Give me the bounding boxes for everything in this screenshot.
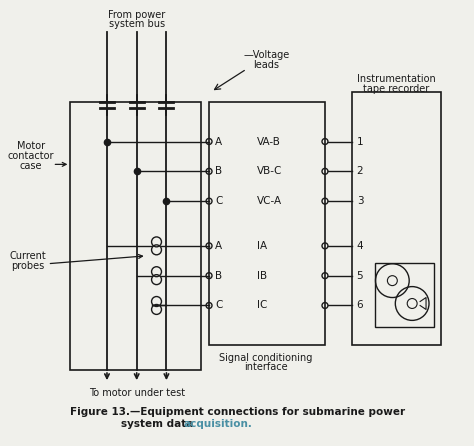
Text: 6: 6 [356, 301, 363, 310]
Text: 5: 5 [356, 271, 363, 281]
Text: 2: 2 [356, 166, 363, 176]
Text: 1: 1 [356, 136, 363, 146]
Text: B: B [215, 166, 222, 176]
Text: probes: probes [11, 261, 45, 271]
Bar [70, 102, 201, 370]
Text: interface: interface [244, 362, 287, 372]
Text: system data: system data [121, 419, 197, 429]
Bar [374, 263, 434, 327]
Bar [352, 92, 441, 345]
Text: B: B [215, 271, 222, 281]
Text: IA: IA [256, 241, 267, 251]
Text: Current: Current [9, 251, 46, 261]
Text: 3: 3 [356, 196, 363, 206]
Text: From power: From power [108, 10, 165, 21]
Text: tape recorder: tape recorder [363, 84, 429, 94]
Text: A: A [215, 136, 222, 146]
Text: Motor: Motor [17, 141, 45, 152]
Text: contactor: contactor [8, 151, 54, 161]
Text: IB: IB [256, 271, 267, 281]
Text: Signal conditioning: Signal conditioning [219, 353, 312, 363]
Text: —Voltage: —Voltage [244, 50, 290, 60]
Text: IC: IC [256, 301, 267, 310]
Text: case: case [19, 161, 42, 171]
Text: system bus: system bus [109, 19, 165, 29]
Text: A: A [215, 241, 222, 251]
Text: leads: leads [253, 60, 279, 70]
Text: acquisition.: acquisition. [183, 419, 252, 429]
Text: To motor under test: To motor under test [89, 388, 185, 398]
Text: VB-C: VB-C [256, 166, 282, 176]
Text: 4: 4 [356, 241, 363, 251]
Text: Instrumentation: Instrumentation [357, 74, 436, 84]
Text: VA-B: VA-B [256, 136, 281, 146]
Bar [209, 102, 325, 345]
Text: C: C [215, 301, 222, 310]
Text: Figure 13.—Equipment connections for submarine power: Figure 13.—Equipment connections for sub… [70, 407, 405, 417]
Text: VC-A: VC-A [256, 196, 282, 206]
Text: C: C [215, 196, 222, 206]
